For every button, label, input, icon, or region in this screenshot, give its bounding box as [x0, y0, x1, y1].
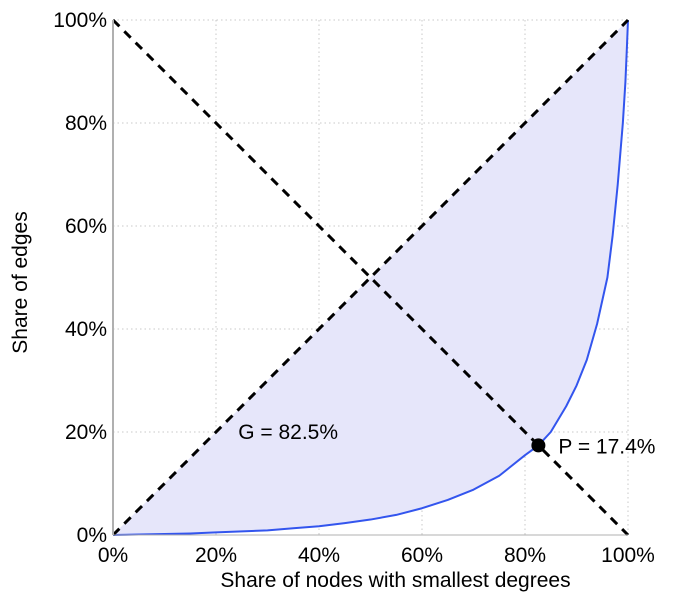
x-tick-label: 0%: [98, 544, 128, 567]
x-tick-label: 80%: [504, 544, 546, 567]
y-tick-label: 80%: [65, 112, 107, 135]
x-axis-label: Share of nodes with smallest degrees: [220, 569, 570, 592]
axes: [112, 20, 628, 536]
y-tick-label: 60%: [65, 215, 107, 238]
y-tick-label: 40%: [65, 318, 107, 341]
y-tick-label: 20%: [65, 421, 107, 444]
lorenz-curve-line: [112, 19, 629, 536]
point-p-label: P = 17.4%: [558, 435, 655, 458]
y-axis-label: Share of edges: [9, 211, 32, 353]
x-tick-label: 20%: [195, 544, 237, 567]
points-layer: P = 17.4%: [531, 435, 655, 458]
gini-area-fill: [113, 20, 628, 535]
y-tick-label: 100%: [53, 9, 107, 32]
point-p-marker: [531, 438, 546, 453]
tick-labels: 0% 20% 40% 60% 80% 100% 0% 20% 40% 60% 80% 100%: [53, 9, 655, 567]
gini-annotation: G = 82.5%: [238, 421, 338, 444]
y-tick-label: 0%: [77, 524, 107, 547]
annotations-layer: G = 82.5%: [238, 421, 338, 444]
area-layer: [113, 20, 628, 535]
x-tick-label: 40%: [298, 544, 340, 567]
lines-layer: [111, 18, 630, 537]
x-tick-label: 60%: [401, 544, 443, 567]
x-tick-label: 100%: [601, 544, 655, 567]
